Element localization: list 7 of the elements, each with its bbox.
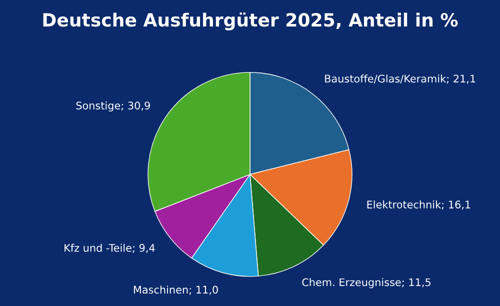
slice-label: Baustoffe/Glas/Keramik; 21,1 [325,74,476,84]
slice-label: Elektrotechnik; 16,1 [367,200,470,210]
chart-title: Deutsche Ausfuhrgüter 2025, Anteil in % [43,12,458,30]
slice-label: Sonstige; 30,9 [76,101,150,112]
slice-label: Kfz und -Teile; 9,4 [64,244,155,253]
slice-label: Maschinen; 11,0 [134,286,218,295]
slice-label: Chem. Erzeugnisse; 11,5 [302,278,430,288]
